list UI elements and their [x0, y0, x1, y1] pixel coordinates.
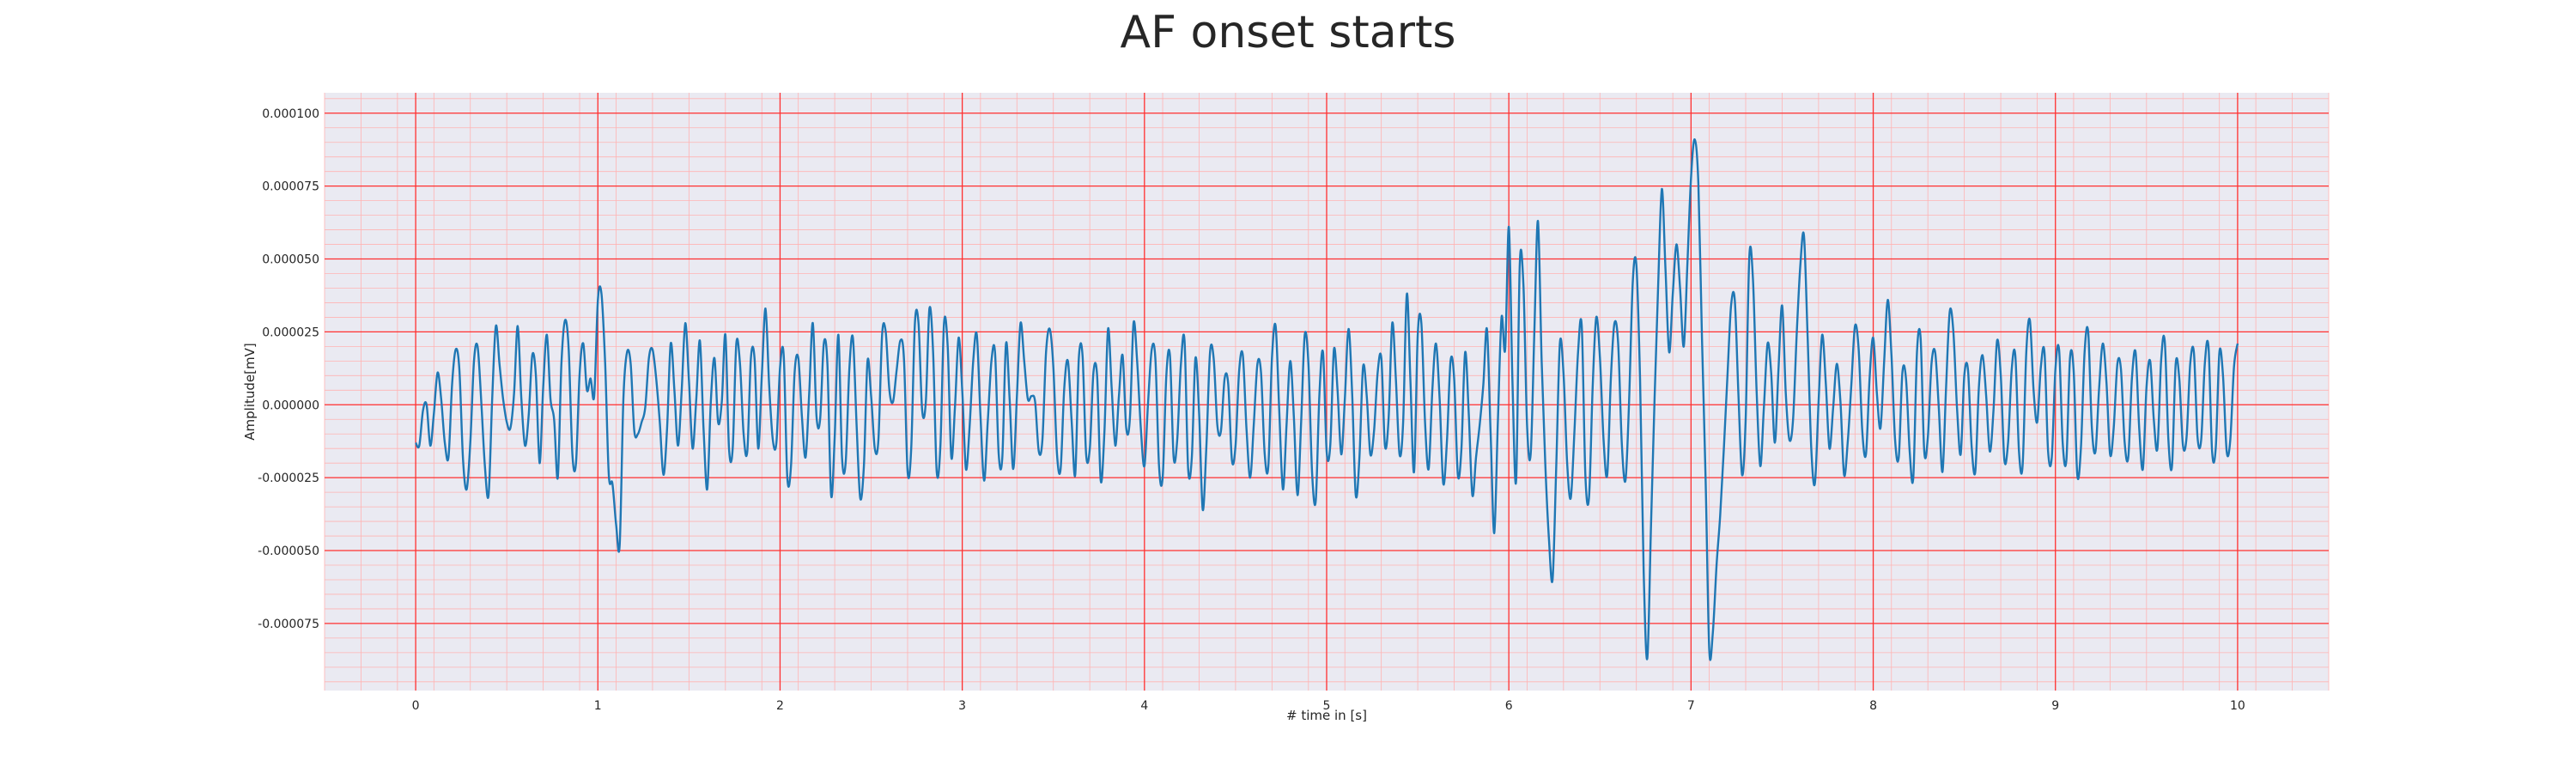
x-tick-label: 0	[412, 699, 420, 713]
x-tick-label: 9	[2051, 699, 2059, 713]
x-tick-label: 10	[2230, 699, 2245, 713]
series-layer	[415, 138, 2239, 661]
ecg-series-line	[415, 138, 2239, 661]
x-axis-label: # time in [s]	[1286, 708, 1367, 723]
y-tick-label: 0.000075	[262, 180, 319, 194]
x-tick-label: 6	[1505, 699, 1513, 713]
x-tick-label: 7	[1687, 699, 1695, 713]
y-tick-label: -0.000050	[258, 545, 319, 558]
y-tick-label: 0.000025	[262, 326, 319, 339]
tick-labels: 0 1 2 3 4 5 6 7 8 9 10 0.000100 0.000075 0.000050 0.00…	[258, 107, 2245, 713]
x-tick-label: 5	[1323, 699, 1331, 713]
x-tick-label: 2	[776, 699, 784, 713]
y-tick-label: 0.000000	[262, 399, 319, 412]
y-axis-label: Amplitude[mV]	[242, 343, 258, 440]
x-tick-label: 8	[1869, 699, 1877, 713]
chart-title: AF onset starts	[1120, 7, 1456, 58]
x-tick-label: 3	[958, 699, 966, 713]
y-tick-label: -0.000025	[258, 472, 319, 485]
x-tick-label: 1	[594, 699, 602, 713]
y-tick-label: 0.000100	[262, 107, 319, 121]
y-tick-label: -0.000075	[258, 618, 319, 631]
x-tick-label: 4	[1140, 699, 1148, 713]
major-grid	[325, 93, 2329, 691]
y-tick-label: 0.000050	[262, 253, 319, 267]
